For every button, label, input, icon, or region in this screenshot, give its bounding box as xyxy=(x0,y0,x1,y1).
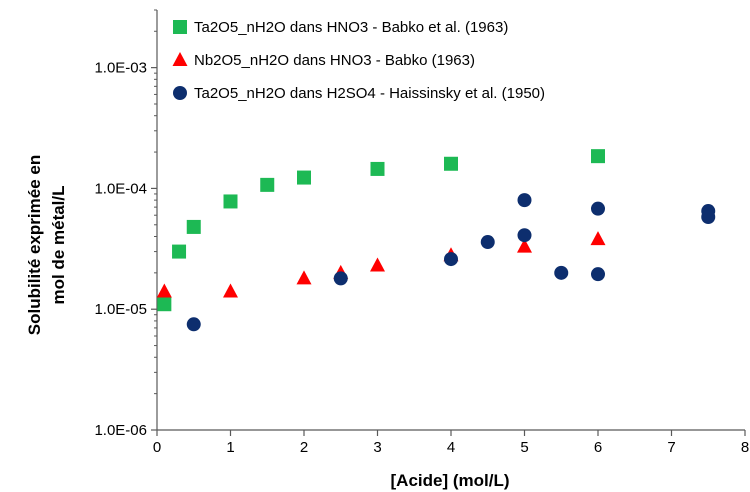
data-point-circle xyxy=(591,267,605,282)
legend-marker-triangle xyxy=(172,52,188,66)
data-point-circle xyxy=(186,317,201,332)
data-point-circle xyxy=(701,209,716,224)
y-tick-label: 1.0E-03 xyxy=(94,60,147,77)
x-axis-ticks: 0 1 2 3 4 5 6 7 8 xyxy=(153,430,749,456)
data-point-square xyxy=(260,177,275,192)
data-point-triangle xyxy=(370,257,385,272)
series-triangle xyxy=(156,231,606,298)
x-axis-title: [Acide] (mol/L) xyxy=(391,471,510,490)
legend-label: Ta2O5_nH2O dans H2SO4 - Haissinsky et al… xyxy=(194,85,545,102)
y-tick-label: 1.0E-05 xyxy=(94,301,147,318)
data-point-triangle xyxy=(517,238,532,253)
plot-axes xyxy=(156,10,745,431)
data-point-triangle xyxy=(223,283,238,298)
data-point-square xyxy=(444,156,458,171)
y-axis-title-line-2: mol de métal/L xyxy=(49,185,68,304)
legend-marker-square xyxy=(173,20,187,34)
data-point-triangle xyxy=(590,231,606,246)
data-point-square xyxy=(591,149,605,164)
y-axis-ticks: 1.0E-06 1.0E-05 1.0E-04 1.0E-03 xyxy=(94,9,157,439)
x-tick-label: 6 xyxy=(594,439,602,456)
x-tick-label: 5 xyxy=(520,439,528,456)
x-tick-label: 3 xyxy=(373,439,381,456)
y-tick-label: 1.0E-06 xyxy=(94,422,147,439)
data-point-square xyxy=(172,244,187,259)
data-point-square xyxy=(370,161,385,176)
data-point-circle xyxy=(517,228,532,243)
y-axis-title-line-1: Solubilité exprimée en xyxy=(25,155,44,335)
x-tick-label: 4 xyxy=(447,439,455,456)
x-tick-label: 0 xyxy=(153,439,161,456)
data-point-circle xyxy=(444,252,458,267)
data-point-square xyxy=(186,219,201,234)
legend-label: Nb2O5_nH2O dans HNO3 - Babko (1963) xyxy=(194,52,475,69)
series-circle xyxy=(186,193,716,332)
data-point-triangle xyxy=(156,283,172,298)
legend-marker-circle xyxy=(173,86,187,100)
x-tick-label: 8 xyxy=(741,439,749,456)
x-tick-label: 2 xyxy=(300,439,308,456)
data-point-square xyxy=(297,170,311,185)
data-points xyxy=(156,149,716,332)
data-point-circle xyxy=(480,235,495,250)
data-point-circle xyxy=(517,193,532,208)
legend: Ta2O5_nH2O dans HNO3 - Babko et al. (196… xyxy=(172,19,545,102)
data-point-circle xyxy=(554,265,569,280)
data-point-circle xyxy=(333,271,348,286)
data-point-square xyxy=(223,194,238,209)
y-tick-label: 1.0E-04 xyxy=(94,180,147,197)
data-point-square xyxy=(157,297,172,312)
legend-label: Ta2O5_nH2O dans HNO3 - Babko et al. (196… xyxy=(194,19,508,36)
x-tick-label: 7 xyxy=(667,439,675,456)
series-square xyxy=(157,149,605,312)
data-point-circle xyxy=(591,201,605,216)
data-point-triangle xyxy=(296,270,312,285)
x-tick-label: 1 xyxy=(226,439,234,456)
